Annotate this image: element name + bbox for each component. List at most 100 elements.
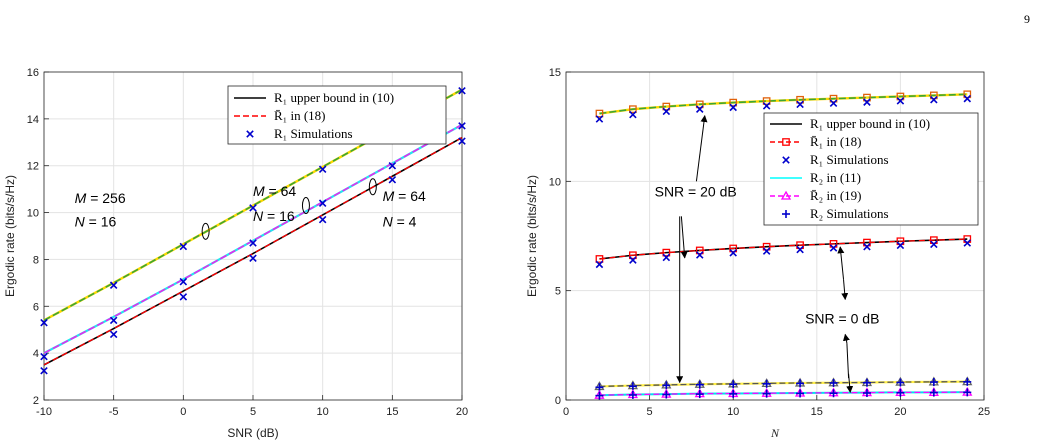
legend-item: R₂ in (11) <box>770 170 861 185</box>
marker-stroke <box>109 281 118 289</box>
y-tick-label: 0 <box>555 395 561 407</box>
marker-stroke <box>796 245 804 254</box>
legend-item: R₁ Simulations <box>782 152 889 167</box>
x-tick-label: 5 <box>647 406 653 418</box>
y-tick-label: 10 <box>549 176 561 188</box>
legend-label: R₂ Simulations <box>810 206 889 221</box>
sim-marker <box>762 379 771 388</box>
marker-stroke <box>662 253 671 262</box>
case-label: N = 16 <box>253 208 295 224</box>
y-axis-label: Ergodic rate (bits/s/Hz) <box>525 175 539 297</box>
legend-item: R₁ Simulations <box>246 126 353 141</box>
series-line <box>599 380 968 388</box>
legend-marker <box>782 138 790 146</box>
sim-marker <box>662 107 671 116</box>
case-ellipse <box>201 222 210 240</box>
sim-marker <box>629 256 637 264</box>
approx-marker <box>762 242 771 251</box>
series-line <box>43 124 463 354</box>
x-tick-label: 10 <box>317 406 329 418</box>
case-value: = 256 <box>86 190 126 206</box>
marker-stroke <box>595 115 604 123</box>
sim-marker <box>628 382 637 391</box>
case-label: N = 16 <box>75 214 117 230</box>
x-tick-label: 10 <box>727 406 739 418</box>
sim-marker <box>896 241 905 250</box>
case-ellipse <box>301 197 310 215</box>
sim-marker <box>40 352 48 361</box>
legend-box <box>763 112 979 226</box>
approx-marker <box>595 109 604 118</box>
sim-marker <box>318 199 327 207</box>
axes-box <box>565 71 985 401</box>
marker-stroke <box>40 352 48 361</box>
marker-stroke <box>762 102 771 110</box>
marker-stroke <box>695 105 704 113</box>
y-tick-label: 5 <box>555 286 561 298</box>
approx-marker <box>963 90 972 99</box>
sim-marker <box>796 100 804 109</box>
sim-marker <box>662 381 671 390</box>
sim-marker <box>930 96 938 104</box>
marker-stroke <box>388 161 397 170</box>
y-tick-label: 12 <box>27 161 39 173</box>
legend-marker <box>782 210 790 218</box>
sim-marker <box>829 389 838 398</box>
marker-stroke <box>896 241 905 250</box>
sim-marker <box>595 260 604 269</box>
sim-marker <box>179 277 188 286</box>
approx-marker <box>695 246 704 255</box>
sim-marker <box>896 97 905 105</box>
series-line <box>43 136 463 366</box>
arrow <box>837 246 845 280</box>
legend-item: R̄₁ in (18) <box>234 108 325 123</box>
marker-stroke <box>179 277 188 286</box>
approx-marker <box>896 92 905 101</box>
marker-stroke <box>863 98 871 106</box>
right-chart: 0 5 10 15 20 25 0 5 10 15 N Ergodic rate (bits/s/Hz… <box>525 67 990 440</box>
case-var: N <box>75 214 86 230</box>
case-value: = 4 <box>393 214 417 230</box>
sim-marker <box>863 98 871 106</box>
y-tick-label: 16 <box>27 67 39 79</box>
approx-marker <box>863 93 871 102</box>
approx-marker <box>629 105 637 114</box>
sim-marker <box>458 137 466 145</box>
sim-marker <box>629 110 637 119</box>
marker-stroke <box>729 249 737 257</box>
x-axis-label: SNR (dB) <box>227 426 278 440</box>
sim-marker <box>963 94 972 103</box>
y-tick-label: 8 <box>33 254 39 266</box>
approx-marker <box>595 255 604 263</box>
legend-label: R₁ Simulations <box>810 152 889 167</box>
sim-marker <box>796 389 805 398</box>
marker-stroke <box>963 239 972 247</box>
y-tick-label: 6 <box>33 301 39 313</box>
sim-marker <box>595 391 604 400</box>
sim-marker <box>695 390 704 399</box>
sim-marker <box>109 281 118 289</box>
annotation-snr20: SNR = 20 dB <box>655 115 737 384</box>
sim-marker <box>862 389 871 398</box>
legend-marker <box>246 130 254 138</box>
marker-stroke <box>595 260 604 269</box>
marker-stroke <box>249 204 257 212</box>
arrow <box>846 343 850 379</box>
case-var: N <box>253 208 264 224</box>
sim-marker <box>109 316 118 325</box>
legend-item: R̄₁ in (18) <box>770 134 861 149</box>
case-label: M = 64 <box>253 183 296 199</box>
sim-marker <box>896 388 905 397</box>
marker-stroke <box>109 316 118 325</box>
x-tick-label: 20 <box>894 406 906 418</box>
legend-item: R̄₂ in (19) <box>770 188 861 203</box>
legend-item: R₁ upper bound in (10) <box>234 90 394 105</box>
marker-stroke <box>458 122 466 130</box>
approx-marker <box>829 94 838 103</box>
marker-stroke <box>896 97 905 105</box>
case-value: = 64 <box>394 188 426 204</box>
marker-stroke <box>829 99 838 108</box>
marker-stroke <box>863 242 871 251</box>
left-legend: R₁ upper bound in (10) R̄₁ in (18) R₁ Simu… <box>227 85 447 145</box>
sim-marker <box>762 102 771 110</box>
